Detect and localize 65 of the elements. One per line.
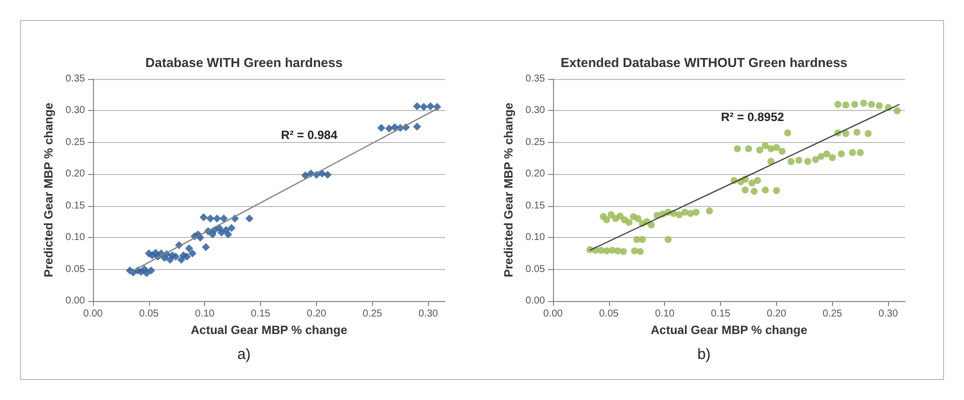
point <box>390 123 399 132</box>
point <box>218 228 226 236</box>
point <box>324 170 332 179</box>
y-tick-label: 0.30 <box>526 105 546 116</box>
y-tick-label: 0.25 <box>66 136 86 148</box>
point <box>166 256 174 264</box>
x-tick-label: 0.10 <box>195 308 215 320</box>
point <box>142 269 151 278</box>
y-tick-label: 0.05 <box>526 264 546 275</box>
point <box>202 243 210 252</box>
x-tick-label: 0.30 <box>418 308 438 320</box>
x-tick-label: 0.15 <box>710 308 731 320</box>
point <box>420 102 428 111</box>
point <box>172 252 180 261</box>
x-tick-label: 0.00 <box>83 308 104 320</box>
y-tick-label: 0.10 <box>66 232 86 244</box>
point <box>301 171 310 180</box>
point <box>228 224 236 232</box>
x-tick-label: 0.20 <box>766 308 787 320</box>
y-axis-title: Predicted Gear MBP % change <box>42 102 56 278</box>
point <box>147 266 156 275</box>
x-tick-label: 0.30 <box>878 308 898 320</box>
point <box>213 214 222 223</box>
chart-title: Extended Database WITHOUT Green hardness <box>560 55 848 70</box>
point <box>200 213 208 222</box>
y-axis-title: Predicted Gear MBP % change <box>502 102 516 278</box>
x-axis-title: Actual Gear MBP % change <box>650 322 808 337</box>
point <box>385 124 394 132</box>
y-tick-label: 0.15 <box>66 200 86 212</box>
point <box>413 122 422 131</box>
x-tick-label: 0.10 <box>655 308 675 320</box>
x-tick-label: 0.05 <box>139 308 160 320</box>
y-tick-label: 0.30 <box>66 105 86 116</box>
point <box>377 124 386 132</box>
x-tick-label: 0.00 <box>543 308 564 320</box>
point <box>182 252 191 261</box>
point <box>413 102 422 110</box>
point <box>185 244 194 252</box>
x-tick-label: 0.15 <box>250 308 271 320</box>
x-tick-label: 0.20 <box>306 308 327 320</box>
point <box>426 102 434 110</box>
text: b) <box>697 346 711 363</box>
x-tick-label: 0.05 <box>599 308 620 320</box>
y-tick-label: 0.25 <box>526 136 546 148</box>
y-tick-label: 0.05 <box>66 264 86 275</box>
y-tick-label: 0.00 <box>526 296 546 306</box>
point <box>206 214 214 223</box>
point <box>188 249 196 258</box>
x-tick-label: 0.25 <box>822 308 843 320</box>
y-tick-label: 0.00 <box>66 296 86 306</box>
annotation: R² = 0.8952 <box>721 110 784 124</box>
y-tick-label: 0.35 <box>526 74 546 84</box>
y-tick-label: 0.20 <box>66 168 86 180</box>
y-tick-label: 0.15 <box>526 200 546 212</box>
text: a) <box>237 346 251 363</box>
annotation: R² = 0.984 <box>281 128 338 142</box>
point <box>245 214 254 223</box>
y-tick-label: 0.10 <box>526 232 546 244</box>
point <box>224 230 232 238</box>
point <box>220 214 228 223</box>
y-tick-label: 0.20 <box>526 168 546 180</box>
chart-title: Database WITH Green hardness <box>145 55 343 70</box>
x-tick-label: 0.25 <box>362 308 383 320</box>
y-tick-label: 0.35 <box>66 74 86 84</box>
x-axis-title: Actual Gear MBP % change <box>190 322 348 337</box>
